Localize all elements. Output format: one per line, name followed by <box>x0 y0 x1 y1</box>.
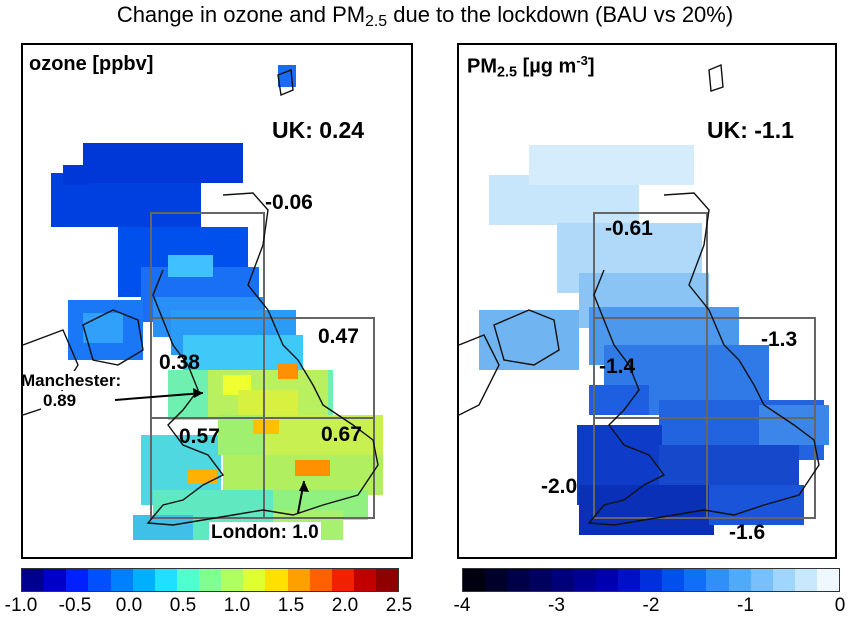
ozone-map <box>23 65 383 540</box>
ozone-colorbar-swatch <box>331 569 354 591</box>
ozone-region-boxes <box>150 212 375 519</box>
pm25-colorbar-swatch <box>772 569 795 591</box>
pm25-colorbar-swatch <box>529 569 552 591</box>
pm25-colorbar-swatch <box>684 569 707 591</box>
ozone-region-south-east: 0.67 <box>321 423 362 446</box>
ozone-colorbar-swatch <box>287 569 310 591</box>
pm25-colorbar-swatch <box>595 569 618 591</box>
pm25-colorbar-swatch <box>728 569 751 591</box>
ozone-colorbar-tick-label: 1.5 <box>277 595 305 616</box>
pm25-gridcells <box>479 145 829 535</box>
ozone-colorbar-tick-label: 2.0 <box>331 595 359 616</box>
ozone-colorbar-swatch <box>221 569 244 591</box>
manchester-arrow <box>114 392 204 401</box>
ozone-colorbar-swatch <box>132 569 155 591</box>
ozone-colorbar-swatch <box>199 569 222 591</box>
pm25-region-south-east: -1.6 <box>729 521 766 544</box>
pm25-region-north-east: -1.3 <box>761 328 798 351</box>
pm25-coastlines <box>459 63 820 526</box>
pm25-colorbar-swatch <box>662 569 685 591</box>
ozone-colorbar <box>21 568 399 592</box>
ozone-colorbar-swatch <box>154 569 177 591</box>
pm25-map-panel: PM2.5 [µg m-3] UK: -1.1 -0.61 -1.4 -1.3 … <box>457 43 837 559</box>
pm25-colorbar-swatch <box>617 569 640 591</box>
pm25-colorbar-swatch <box>573 569 596 591</box>
ozone-region-north-west: 0.38 <box>159 351 200 374</box>
ozone-colorbar-swatch <box>176 569 199 591</box>
ozone-colorbar-tick-label: 0.5 <box>169 595 197 616</box>
pm25-map <box>459 63 829 535</box>
pm25-colorbar-tick-label: -1 <box>737 595 754 616</box>
ozone-colorbar-swatch <box>376 569 399 591</box>
pm25-uk-value: UK: -1.1 <box>707 117 794 143</box>
ozone-colorbar-swatch <box>309 569 332 591</box>
pm25-region-scotland: -0.61 <box>605 217 653 240</box>
pm25-colorbar-swatch <box>551 569 574 591</box>
pm25-colorbar-swatch <box>706 569 729 591</box>
ozone-region-scotland: -0.06 <box>265 191 313 214</box>
ozone-colorbar-swatch <box>110 569 133 591</box>
ozone-colorbar-swatch <box>243 569 266 591</box>
manchester-arrowhead <box>193 388 203 398</box>
pm25-colorbar <box>462 568 840 592</box>
ozone-colorbar-swatch <box>22 569 45 591</box>
figure-title: Change in ozone and PM2.5 due to the loc… <box>116 2 734 30</box>
pm25-region-north-west: -1.4 <box>599 355 636 378</box>
ozone-region-south-west: 0.57 <box>179 425 220 448</box>
pm25-colorbar-swatch <box>640 569 663 591</box>
ozone-colorbar-swatch <box>66 569 89 591</box>
pm25-colorbar-swatch <box>794 569 817 591</box>
pm25-panel-label: PM2.5 [µg m-3] <box>467 53 595 81</box>
pm25-colorbar-swatch <box>485 569 508 591</box>
ozone-colorbar-tick-label: -0.5 <box>58 595 92 616</box>
pm25-colorbar-swatch <box>750 569 773 591</box>
pm25-colorbar-tick-label: 0 <box>834 595 846 616</box>
pm25-colorbar-tick-label: -2 <box>642 595 660 616</box>
ozone-colorbar-swatch <box>88 569 111 591</box>
ozone-colorbar-swatch <box>265 569 288 591</box>
ozone-colorbar-swatch <box>353 569 376 591</box>
pm25-colorbar-swatch <box>817 569 840 591</box>
manchester-label: Manchester: 0.89 <box>21 371 124 410</box>
ozone-colorbar-tick-label: -1.0 <box>4 595 38 616</box>
london-label: London: 1.0 <box>209 522 321 543</box>
pm25-region-boxes <box>593 212 816 519</box>
ozone-uk-value: UK: 0.24 <box>272 117 365 143</box>
ozone-colorbar-tick-label: 1.0 <box>223 595 251 616</box>
pm25-region-south-west: -2.0 <box>541 475 578 498</box>
pm25-colorbar-swatch <box>463 569 486 591</box>
pm25-colorbar-tick-label: -3 <box>548 595 565 616</box>
pm25-colorbar-tick-label: -4 <box>453 595 471 616</box>
pm25-colorbar-swatch <box>507 569 530 591</box>
ozone-colorbar-swatch <box>44 569 67 591</box>
ozone-map-panel: ozone [ppbv] UK: 0.24 -0.06 0.38 0.47 0.… <box>21 43 413 559</box>
london-arrowhead <box>299 481 309 492</box>
ozone-panel-label: ozone [ppbv] <box>29 53 154 75</box>
ozone-colorbar-tick-label: 2.5 <box>385 595 413 616</box>
ozone-colorbar-tick-label: 0.0 <box>115 595 143 616</box>
ozone-region-north-east: 0.47 <box>318 325 359 348</box>
